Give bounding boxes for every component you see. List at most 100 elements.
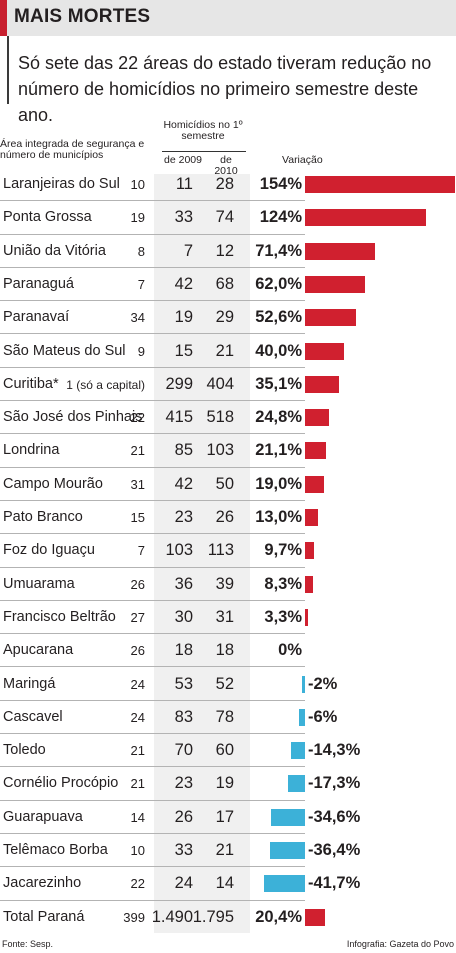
area-name: São Mateus do Sul (3, 342, 126, 359)
variation-label: 20,4% (255, 907, 302, 926)
homicidios-2010: 28 (215, 175, 234, 193)
homicidios-2009: 33 (174, 208, 193, 227)
variation-label: 40,0% (255, 341, 302, 360)
table-row: Total Paraná 399 1.490 1.795 20,4% (0, 901, 456, 934)
homicidios-2010: 74 (215, 208, 234, 227)
variation-label: -6% (308, 707, 338, 726)
row-divider (0, 866, 305, 868)
variation-bar (299, 708, 305, 726)
homicidios-2009: 415 (165, 408, 193, 427)
table-row: Foz do Iguaçu 7 103 113 9,7% (0, 534, 456, 568)
area-name: Telêmaco Borba (3, 842, 108, 858)
variation-label: -14,3% (308, 741, 361, 760)
variation-label: 19,0% (255, 474, 302, 493)
homicidios-2010: 52 (215, 674, 234, 693)
variation-bar (305, 575, 314, 593)
header: MAIS MORTES (0, 0, 456, 36)
homicidios-2009: 11 (175, 175, 193, 193)
area-name: Cascavel (3, 708, 63, 725)
homicidios-2009: 83 (174, 707, 193, 726)
homicidios-2010: 21 (215, 341, 234, 360)
column-header-variacao: Variação (282, 154, 323, 166)
homicidios-2009: 299 (165, 374, 193, 393)
variation-label: 21,1% (255, 441, 302, 460)
area-name: Jacarezinho (3, 875, 82, 892)
homicidios-2010: 29 (215, 308, 234, 327)
row-divider (0, 333, 305, 335)
variation-bar (305, 442, 326, 460)
municipios-count: 8 (137, 243, 145, 259)
table-row: Umuarama 26 36 39 8,3% (0, 568, 456, 601)
variation-bar (302, 675, 305, 693)
area-name: Campo Mourão (3, 475, 103, 492)
homicidios-2009: 26 (174, 807, 193, 826)
row-divider (0, 832, 305, 834)
variation-label: 8,3% (264, 574, 302, 593)
table-row: Apucarana 26 18 18 0% (0, 634, 456, 668)
variation-bar (305, 608, 309, 626)
area-name: Pato Branco (3, 509, 83, 525)
table-row: Cornélio Procópio 21 23 19 -17,3% (0, 767, 456, 801)
column-header-2009: de 2009 (164, 154, 202, 166)
variation-bar (288, 775, 305, 793)
homicidios-2010: 31 (215, 607, 234, 626)
subtitle-rule (7, 36, 9, 104)
area-name: Toledo (3, 742, 46, 759)
homicidios-2010: 39 (215, 574, 234, 593)
table-row: Telêmaco Borba 10 33 21 -36,4% (0, 834, 456, 868)
municipios-count: 15 (130, 510, 145, 525)
municipios-count: 26 (130, 643, 145, 659)
variation-bar (305, 375, 340, 393)
variation-bar (305, 309, 357, 327)
area-name: Maringá (3, 675, 56, 692)
homicidios-2009: 24 (174, 874, 193, 893)
variation-label: 154% (259, 175, 302, 193)
homicidios-2009: 1.490 (151, 907, 193, 926)
row-divider (0, 733, 305, 735)
variation-bar (264, 875, 305, 893)
homicidios-2009: 42 (174, 274, 193, 293)
homicidios-2010: 17 (215, 807, 234, 826)
row-divider (0, 200, 305, 202)
table-row: Maringá 24 53 52 -2% (0, 668, 456, 701)
homicidios-2009: 30 (174, 607, 193, 626)
row-divider (0, 300, 305, 302)
homicidios-2010: 60 (215, 741, 234, 760)
municipios-count: 27 (130, 609, 145, 625)
municipios-count: 24 (130, 709, 145, 725)
area-name: Umuarama (3, 575, 75, 592)
row-divider (0, 433, 305, 435)
homicidios-2010: 50 (215, 474, 234, 493)
variation-bar (305, 509, 318, 526)
table-row: Londrina 21 85 103 21,1% (0, 434, 456, 468)
homicidios-2010: 18 (215, 641, 234, 660)
municipios-count: 7 (137, 276, 145, 292)
row-divider (0, 699, 305, 701)
variation-bar (305, 209, 426, 227)
area-name: Paranaguá (3, 275, 74, 292)
variation-label: -17,3% (308, 774, 361, 793)
table-row: Francisco Beltrão 27 30 31 3,3% (0, 601, 456, 635)
subtitle: Só sete das 22 áreas do estado tiveram r… (18, 53, 432, 125)
municipios-count: 14 (130, 809, 145, 825)
variation-label: 62,0% (255, 274, 302, 293)
municipios-count: 21 (130, 443, 145, 459)
row-divider (0, 499, 305, 501)
area-name: Curitiba* (3, 375, 59, 392)
municipios-count: 22 (130, 876, 145, 892)
homicidios-2010: 14 (215, 874, 234, 893)
table-row: Campo Mourão 31 42 50 19,0% (0, 468, 456, 501)
homicidios-2009: 19 (174, 308, 193, 327)
variation-label: -41,7% (308, 874, 361, 893)
row-divider (0, 366, 305, 368)
variation-label: 9,7% (264, 541, 302, 560)
variation-bar (305, 342, 344, 360)
table-row: São José dos Pinhais 22 415 518 24,8% (0, 401, 456, 435)
source-note: Fonte: Sesp. (2, 939, 54, 949)
table-row: Ponta Grossa 19 33 74 124% (0, 201, 456, 235)
table-row: Jacarezinho 22 24 14 -41,7% (0, 867, 456, 901)
area-name: Paranavaí (3, 309, 70, 326)
homicidios-2010: 113 (207, 541, 234, 560)
table-row: Pato Branco 15 23 26 13,0% (0, 501, 456, 535)
column-header-divider (162, 151, 246, 152)
